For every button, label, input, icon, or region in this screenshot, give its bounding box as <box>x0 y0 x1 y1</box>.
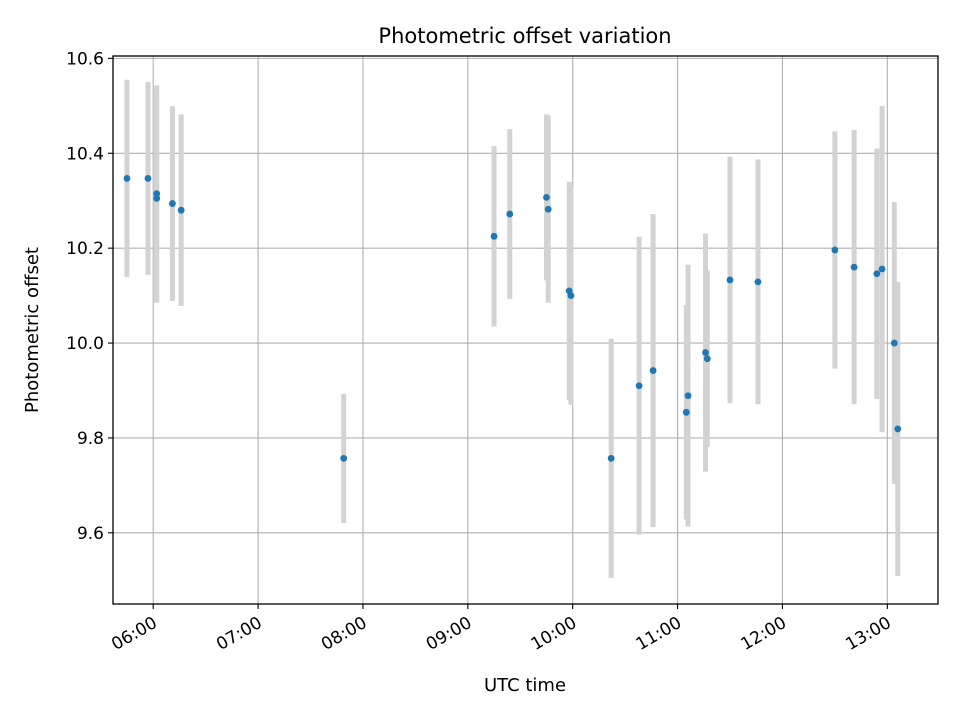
data-point <box>567 292 575 300</box>
x-tick-label: 06:00 <box>108 613 160 655</box>
y-tick-label: 10.2 <box>66 239 104 259</box>
chart-title: Photometric offset variation <box>378 24 671 48</box>
data-point <box>850 263 858 271</box>
x-tick-label: 08:00 <box>318 613 370 655</box>
data-point <box>682 408 690 416</box>
x-axis-ticks: 06:00 07:00 08:00 09:00 10:00 11:00 12:00 13:00 <box>108 604 895 655</box>
data-point <box>490 232 498 240</box>
data-point <box>831 246 839 254</box>
y-tick-label: 9.6 <box>77 524 104 544</box>
y-tick-label: 10.6 <box>66 49 104 69</box>
y-axis-label: Photometric offset <box>22 247 43 413</box>
data-point <box>726 276 734 284</box>
x-tick-label: 07:00 <box>213 613 265 655</box>
data-point <box>169 200 176 207</box>
data-point <box>543 193 550 201</box>
data-point <box>340 454 348 462</box>
data-point <box>144 175 152 182</box>
y-tick-label: 10.4 <box>66 144 104 164</box>
x-tick-label: 10:00 <box>528 613 580 655</box>
x-tick-label: 11:00 <box>633 613 685 655</box>
x-tick-label: 09:00 <box>423 613 475 655</box>
data-point <box>177 206 185 214</box>
data-points <box>123 175 902 462</box>
data-point <box>890 339 898 347</box>
y-tick-label: 10.0 <box>66 334 104 354</box>
data-point <box>607 454 615 462</box>
data-point <box>506 210 514 218</box>
x-tick-label: 12:00 <box>738 613 790 655</box>
data-point <box>153 194 161 202</box>
x-axis-label: UTC time <box>484 675 566 696</box>
grid-lines <box>113 56 938 604</box>
data-point <box>894 425 902 433</box>
data-point <box>684 392 692 400</box>
data-point <box>873 270 881 278</box>
data-point <box>649 367 657 374</box>
y-axis-ticks: 9.6 9.8 10.0 10.2 10.4 10.6 <box>66 49 113 544</box>
data-point <box>153 190 161 197</box>
data-point <box>878 265 886 273</box>
plot-area-frame <box>112 55 939 605</box>
data-point <box>703 355 711 363</box>
data-point <box>544 205 552 213</box>
y-tick-label: 9.8 <box>77 429 104 449</box>
data-point <box>702 349 709 356</box>
x-tick-label: 13:00 <box>842 613 894 655</box>
data-point <box>635 382 643 390</box>
data-point <box>123 175 131 182</box>
data-point <box>754 278 762 286</box>
